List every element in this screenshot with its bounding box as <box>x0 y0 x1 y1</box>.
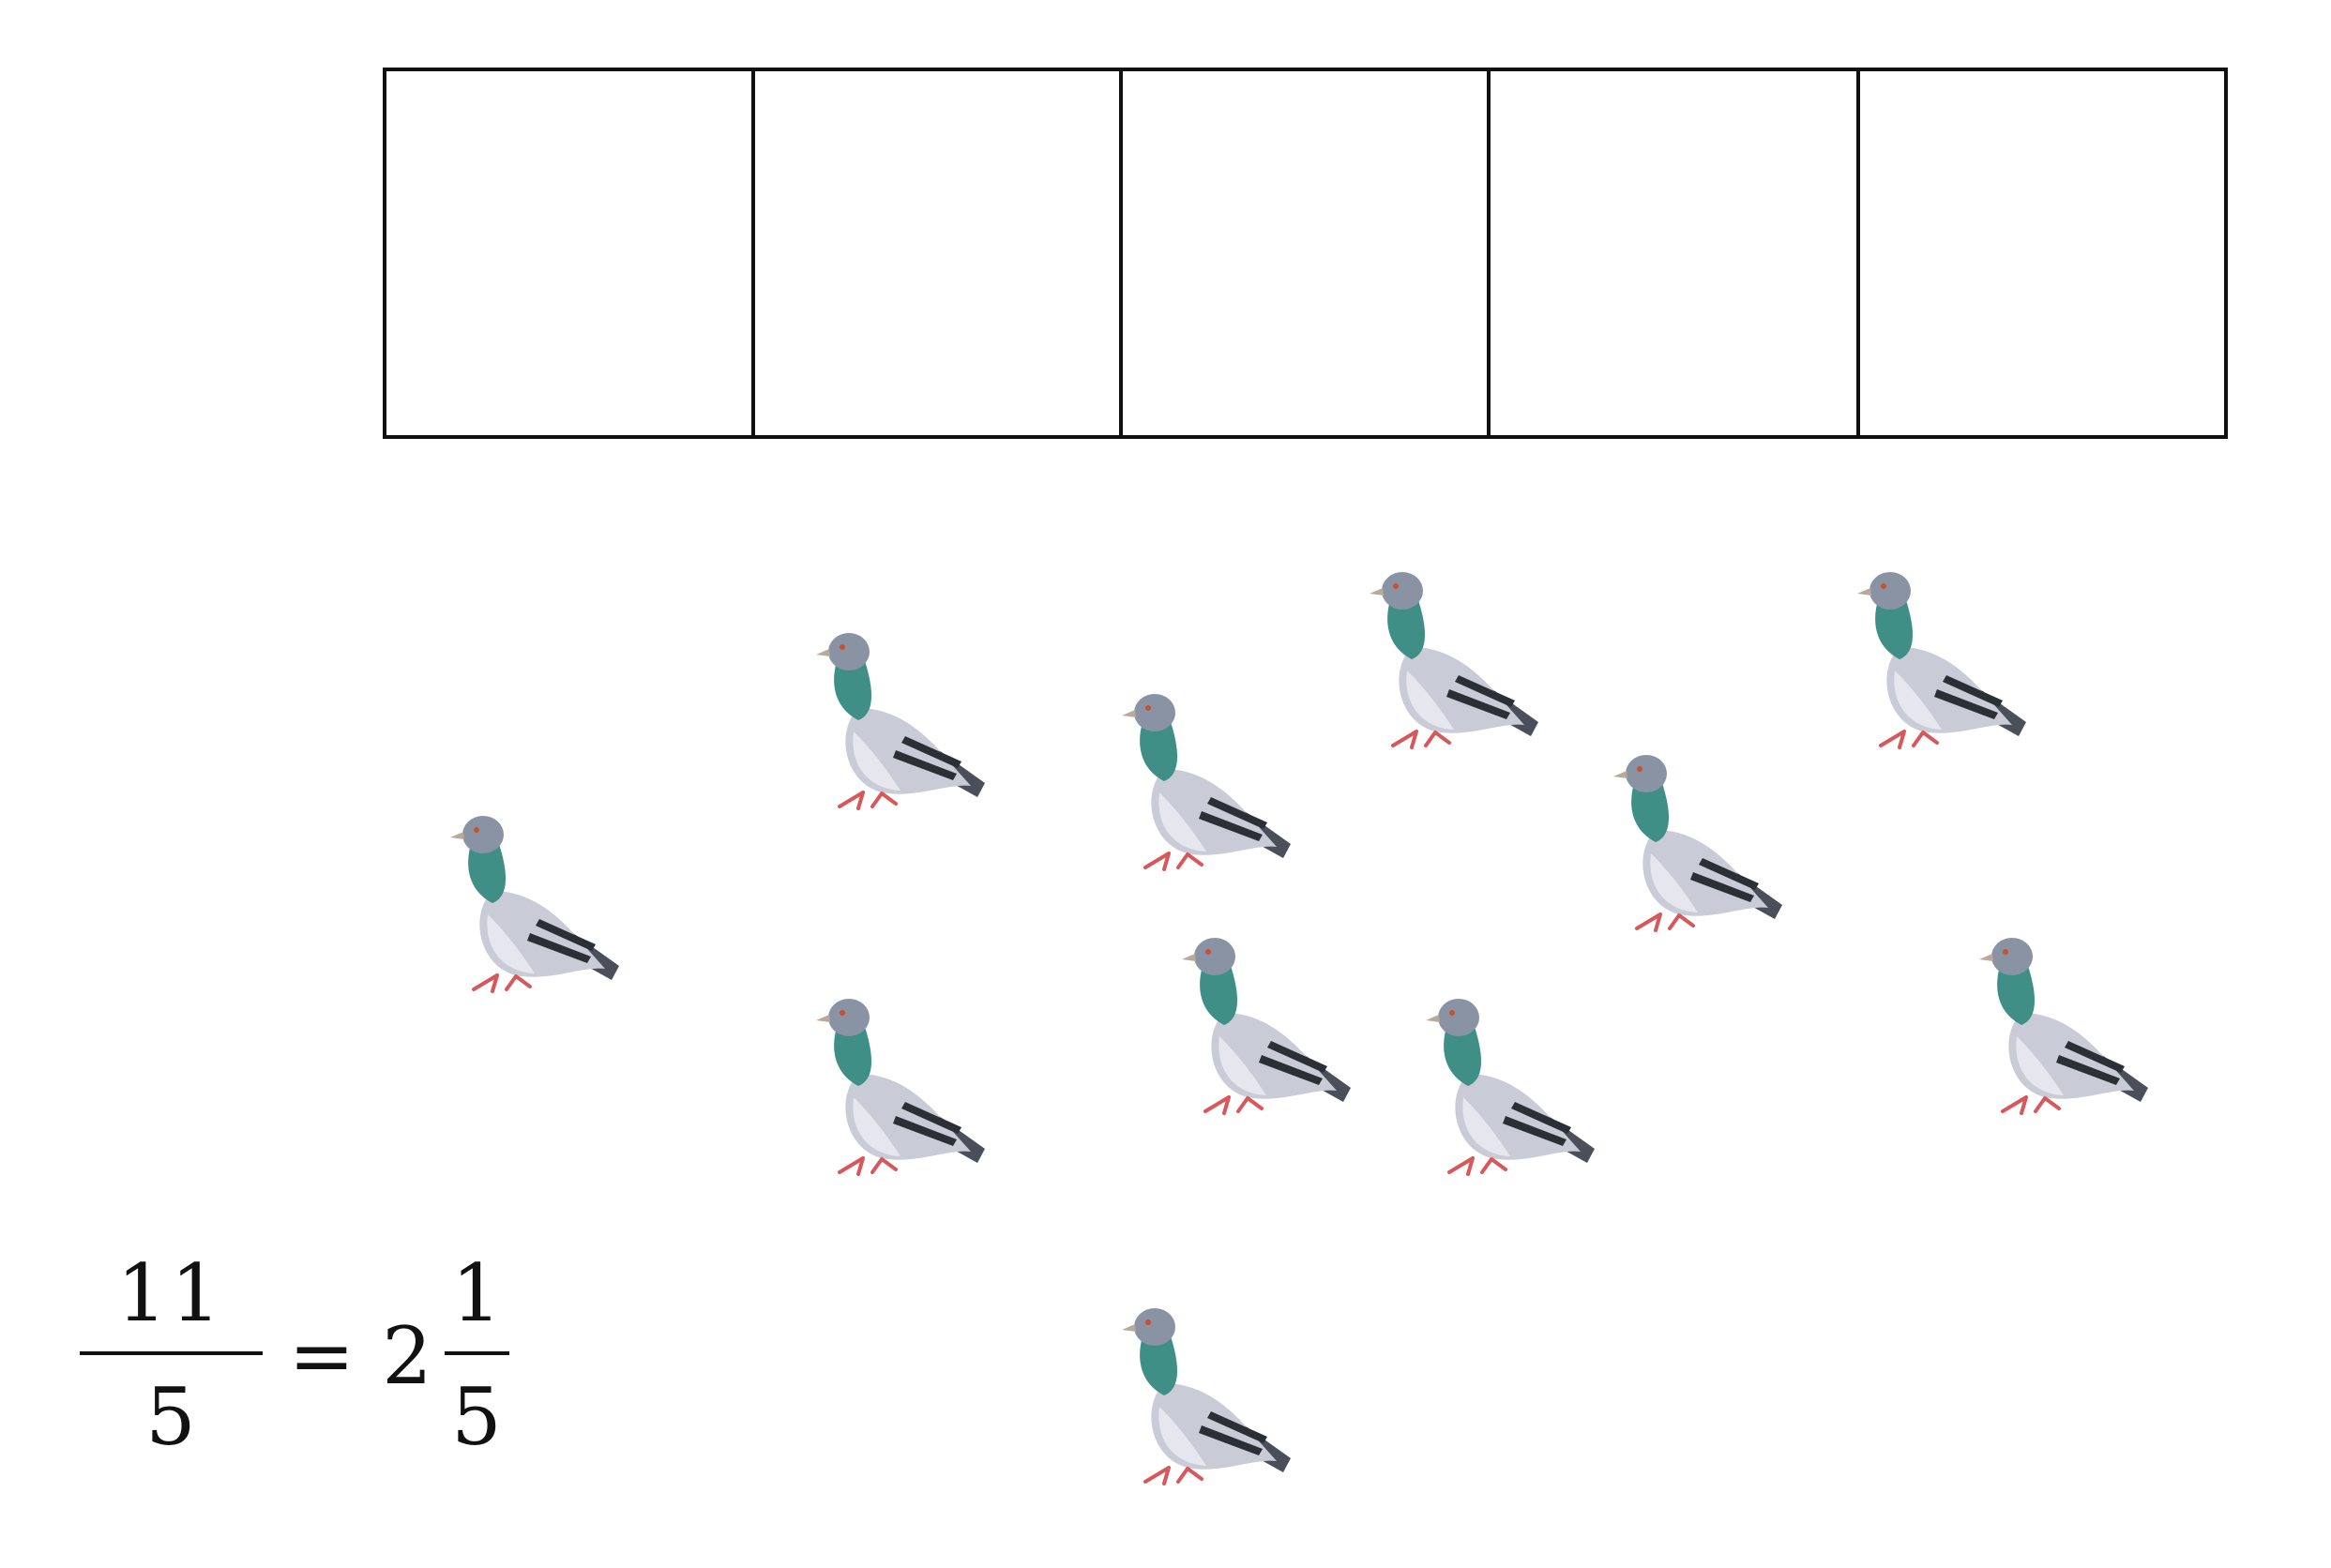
pigeon-icon <box>814 631 987 810</box>
pigeon-icon <box>448 814 621 993</box>
boxes-row <box>383 68 2228 439</box>
pigeon-icon <box>1424 997 1597 1176</box>
pigeon-icon <box>1120 1306 1293 1485</box>
pigeon-icon <box>1180 936 1353 1115</box>
rhs-numerator: 1 <box>451 1247 501 1339</box>
rhs-denominator: 5 <box>451 1371 501 1463</box>
pigeons-group <box>448 570 2150 1485</box>
pigeon-icon <box>1977 936 2150 1115</box>
lhs-numerator: 11 <box>117 1247 225 1339</box>
pigeon-icon <box>1612 753 1784 932</box>
equals-sign: = <box>289 1310 355 1402</box>
box-5 <box>1856 68 2228 439</box>
pigeon-icon <box>1120 692 1293 871</box>
lhs-denominator: 5 <box>145 1371 195 1463</box>
box-1 <box>383 68 755 439</box>
equation: 11 5 = 2 1 5 <box>80 1247 509 1463</box>
box-4 <box>1487 68 1860 439</box>
pigeon-icon <box>814 997 987 1176</box>
pigeon-icon <box>1855 570 2028 749</box>
whole-number: 2 <box>382 1310 431 1402</box>
box-3 <box>1119 68 1491 439</box>
pigeon-icon <box>1368 570 1540 749</box>
box-2 <box>751 68 1123 439</box>
